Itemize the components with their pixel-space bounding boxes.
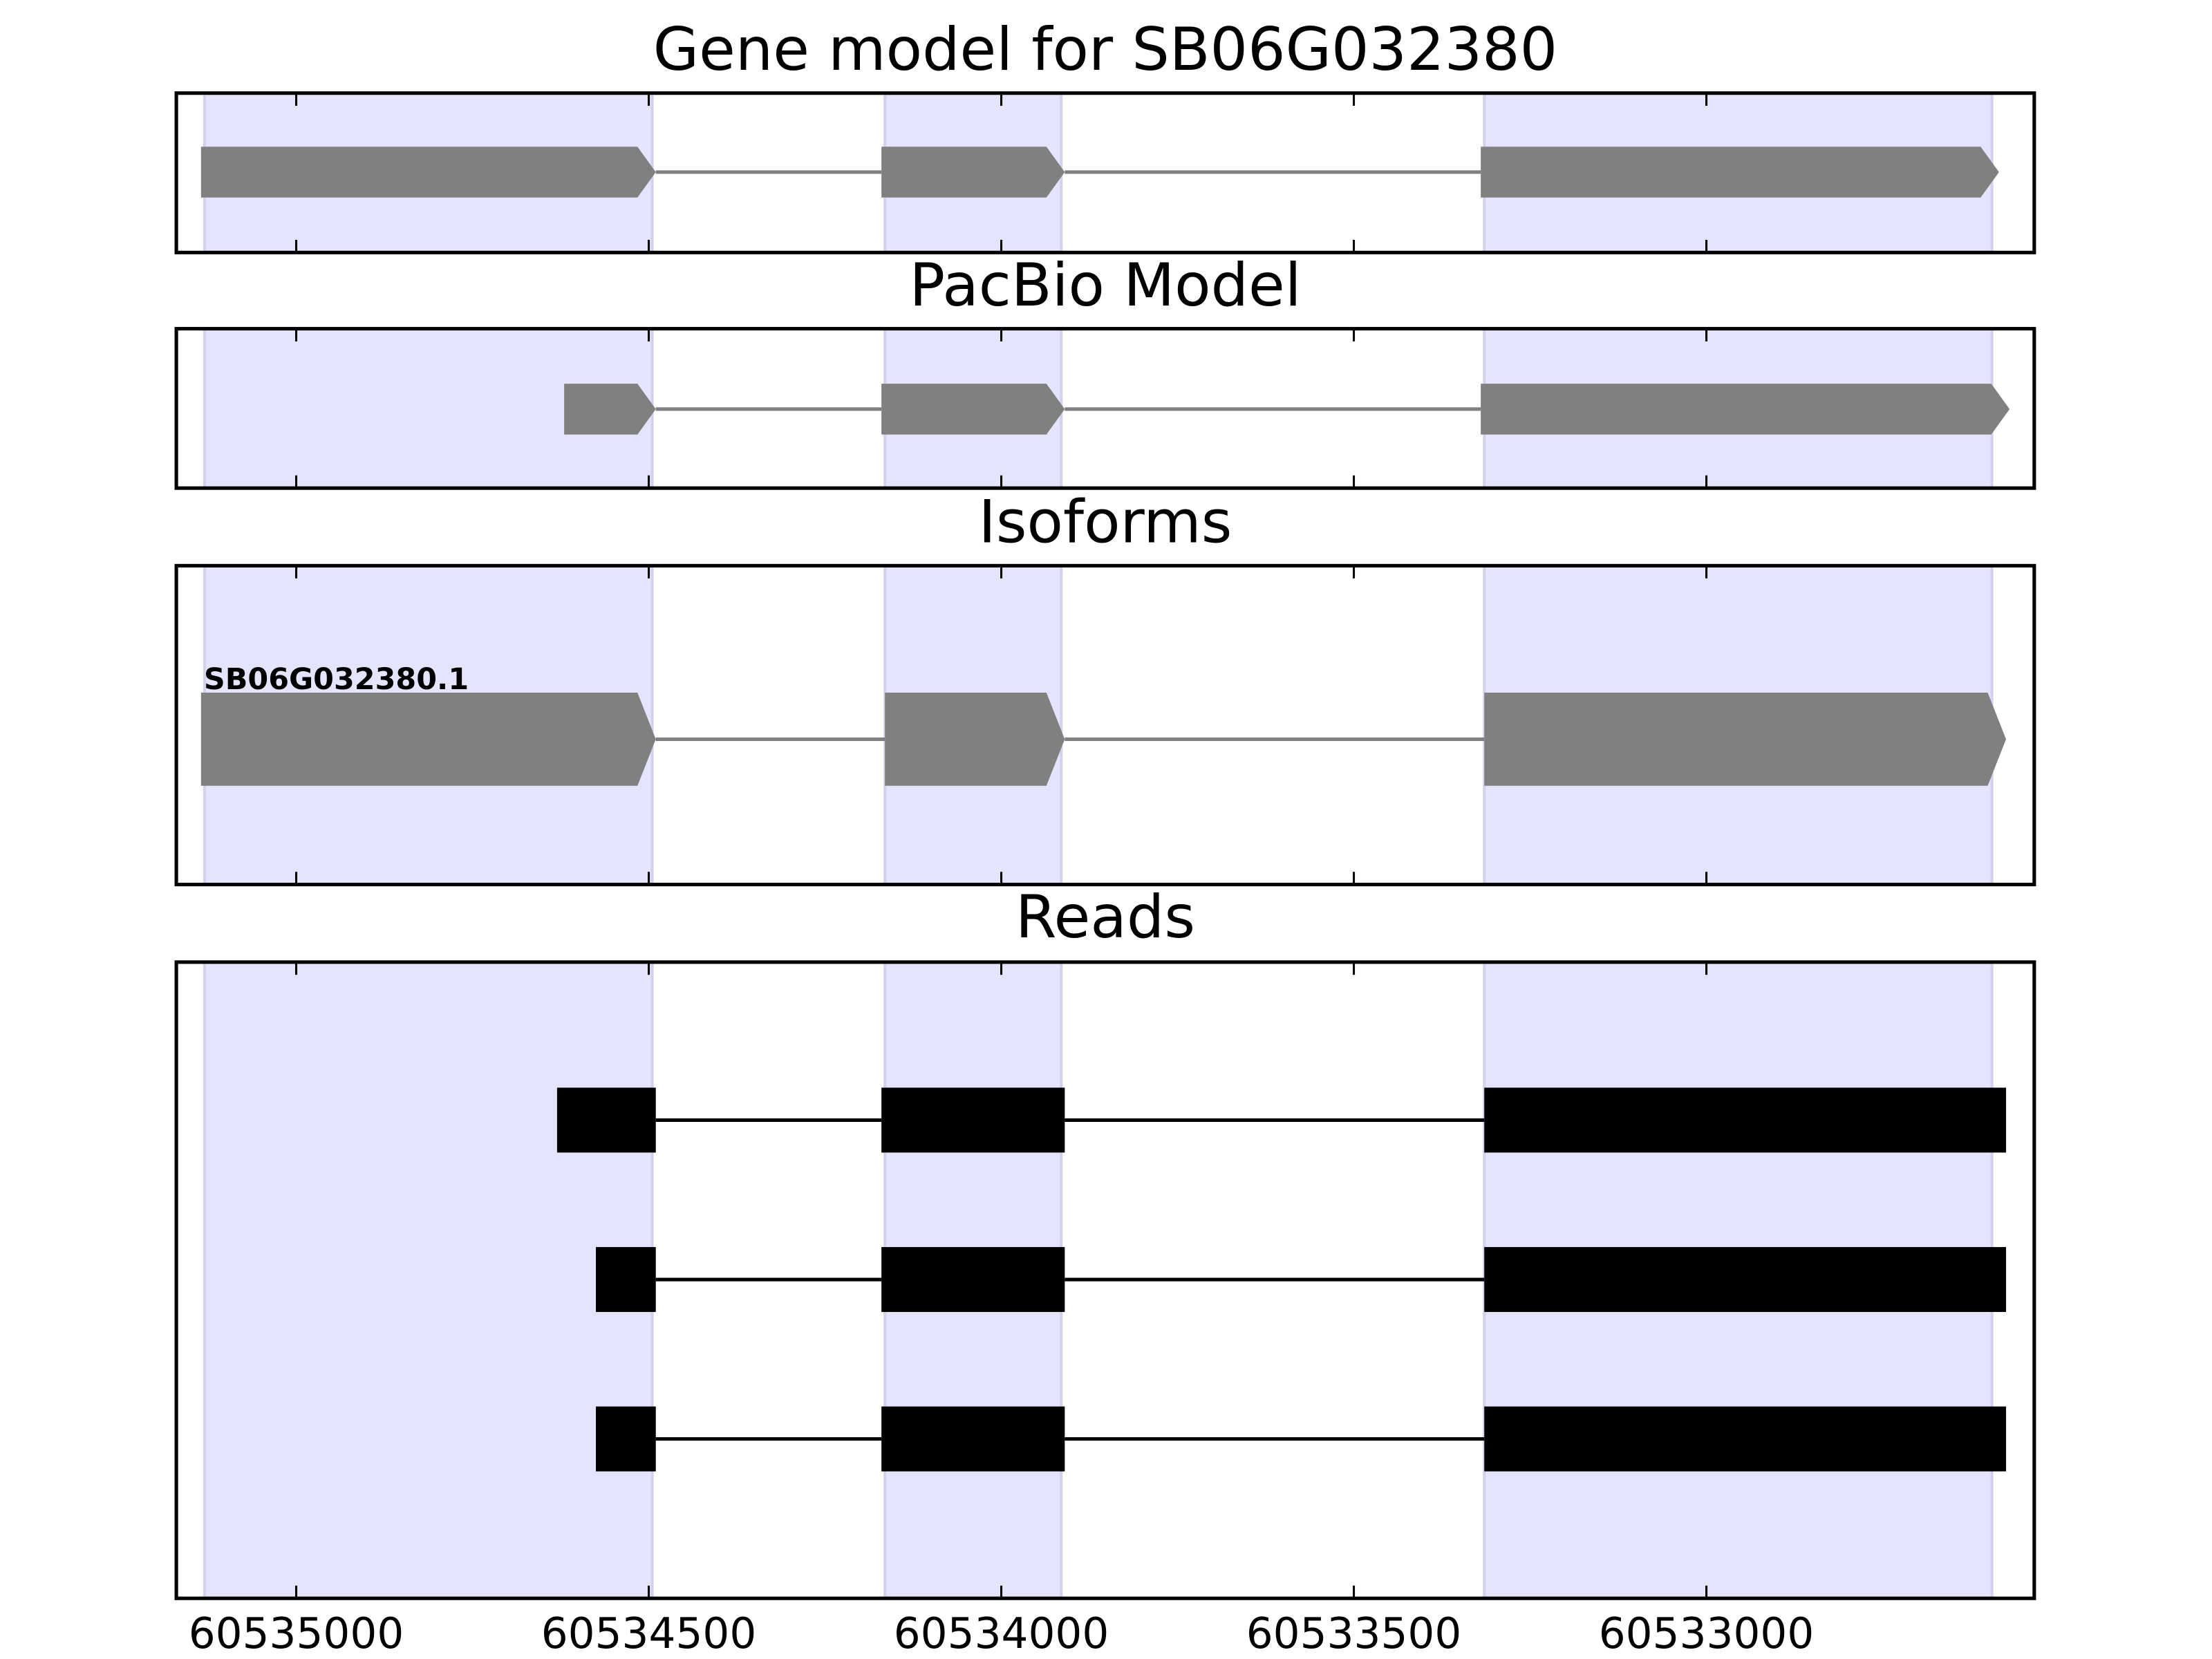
panel-frame <box>174 563 2036 887</box>
x-tick-label: 60534500 <box>541 1609 757 1658</box>
exon <box>1484 1247 2007 1312</box>
exon <box>200 147 656 198</box>
exon <box>1481 384 2010 435</box>
x-tick-label: 60535000 <box>189 1609 404 1658</box>
exon <box>556 1087 656 1153</box>
panel-frame <box>174 91 2036 254</box>
exon <box>1481 147 1999 198</box>
x-tick-label: 60533000 <box>1599 1609 1815 1658</box>
x-tick-label: 60534000 <box>894 1609 1109 1658</box>
exon <box>885 693 1065 786</box>
exon <box>1484 1087 2007 1153</box>
panel-frame <box>174 960 2036 1600</box>
exon <box>200 693 656 786</box>
panel-title: Gene model for SB06G032380 <box>653 15 1557 84</box>
panel-title: Reads <box>1015 883 1195 952</box>
exon <box>596 1406 656 1472</box>
exon <box>1484 693 2007 786</box>
panel-frame <box>174 326 2036 490</box>
exon <box>881 384 1065 435</box>
panel-title: Isoforms <box>979 488 1232 557</box>
exon <box>881 1087 1065 1153</box>
exon <box>881 1247 1065 1312</box>
exon <box>564 384 656 435</box>
exon <box>596 1247 656 1312</box>
exon <box>881 147 1065 198</box>
exon <box>1484 1406 2007 1472</box>
panel-title: PacBio Model <box>909 251 1301 320</box>
isoform-label: SB06G032380.1 <box>204 662 469 697</box>
x-tick-label: 60533500 <box>1246 1609 1462 1658</box>
highlight-region <box>203 960 654 1600</box>
exon <box>881 1406 1065 1472</box>
